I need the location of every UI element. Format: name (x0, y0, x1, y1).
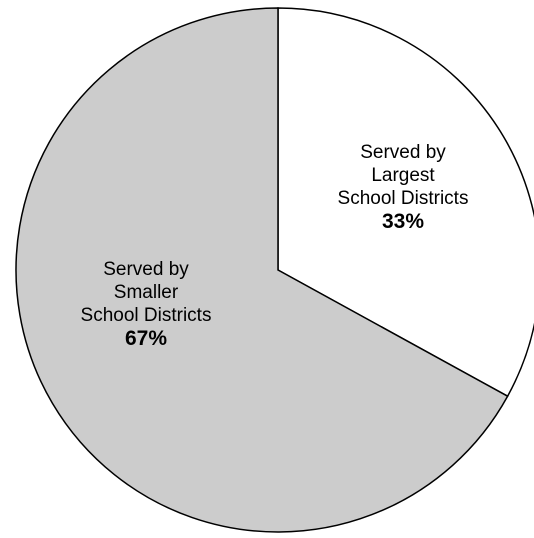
pie-slices (15, 7, 534, 533)
slice-value-label: 33% (382, 210, 424, 233)
pie-slice-1 (277, 7, 534, 398)
slice-value-label: 67% (125, 327, 167, 350)
slice-label-line: School Districts (81, 305, 212, 326)
slice-label-line: School Districts (338, 188, 469, 209)
pie-slice-2 (15, 7, 509, 533)
slice-label-line: Served by (360, 142, 446, 163)
slice-label-line: Served by (103, 259, 189, 280)
slice-label-line: Largest (371, 165, 435, 186)
slice-label-line: Smaller (114, 282, 179, 303)
